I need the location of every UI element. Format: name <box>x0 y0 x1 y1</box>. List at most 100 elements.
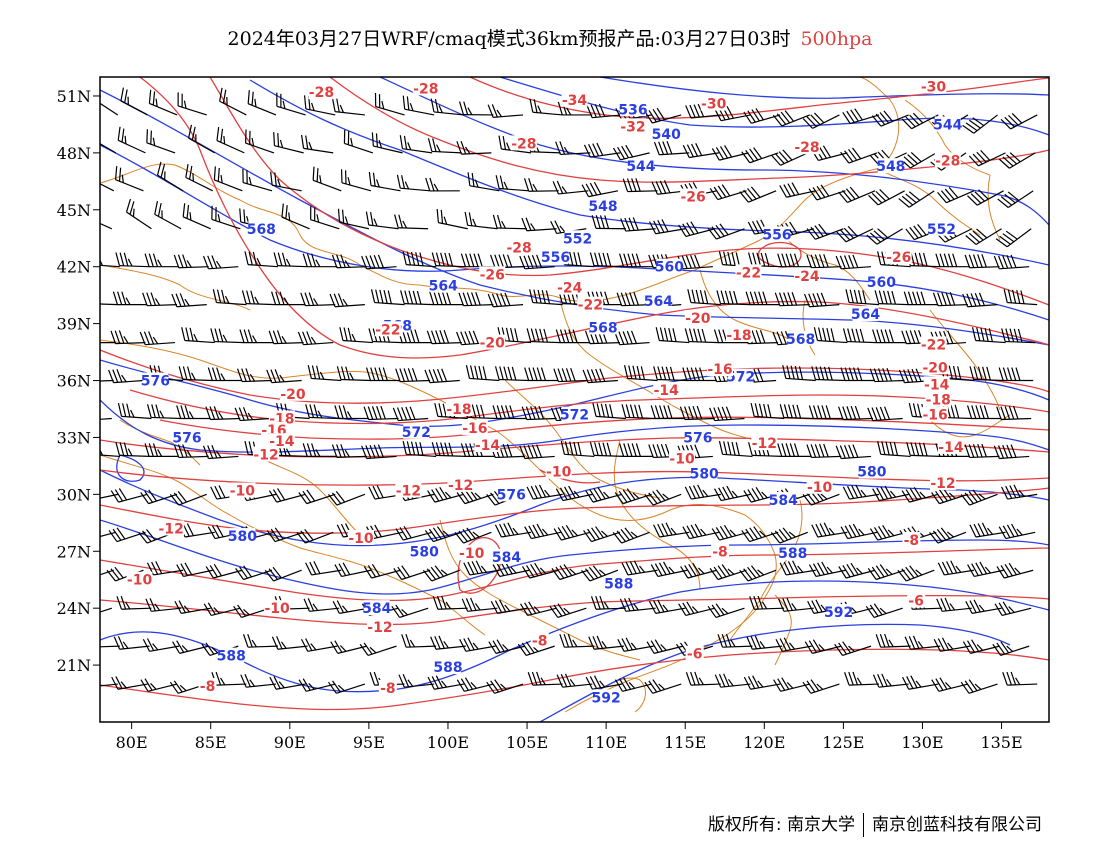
wind-barb <box>300 134 334 154</box>
temperature-label-bg <box>684 309 711 325</box>
temperature-label: -16 <box>922 408 947 424</box>
wind-barb <box>808 184 846 201</box>
temperature-label-bg <box>229 482 256 498</box>
height-label: 544 <box>626 159 655 175</box>
temperature-contour <box>100 547 1049 602</box>
wind-barb <box>932 292 968 307</box>
wind-barb <box>176 562 213 578</box>
wind-barb <box>998 367 1034 382</box>
wind-barb <box>363 405 399 421</box>
height-label: 568 <box>247 222 276 238</box>
temperature-label-bg <box>577 296 604 312</box>
wind-barb <box>529 98 563 116</box>
height-label-bg <box>858 463 885 479</box>
temperature-label-bg <box>685 645 704 661</box>
height-label-bg <box>561 406 588 422</box>
height-label-bg <box>684 429 711 445</box>
wind-barb <box>100 259 120 268</box>
wind-barb <box>271 291 306 306</box>
wind-barb <box>492 214 528 230</box>
wind-barb <box>173 444 209 459</box>
temperature-label: -22 <box>375 322 400 338</box>
wind-barb <box>549 603 587 619</box>
x-tick-label: 125E <box>822 733 864 752</box>
height-label: 540 <box>652 127 681 143</box>
wind-barb <box>142 638 180 652</box>
wind-barb <box>114 166 144 192</box>
wind-barb <box>682 367 717 382</box>
height-label: 584 <box>769 493 798 509</box>
wind-barb <box>148 89 178 116</box>
temperature-label-bg <box>620 118 647 134</box>
wind-barb <box>936 597 972 612</box>
copyright-footer: 版权所有: 南京大学 南京创蓝科技有限公司 <box>708 810 1042 837</box>
boundary-line <box>729 499 803 641</box>
temperature-label: -18 <box>726 328 751 344</box>
wind-barb <box>520 601 557 617</box>
temperature-label: -22 <box>736 265 761 281</box>
wind-barb <box>775 637 812 652</box>
temperature-label: -10 <box>459 546 485 562</box>
temperature-label: -12 <box>752 436 777 452</box>
wind-barb <box>1002 671 1038 686</box>
height-label-bg <box>363 600 390 616</box>
wind-barb <box>247 90 277 116</box>
temperature-label: -20 <box>685 311 711 327</box>
temperature-label-bg <box>806 478 833 494</box>
height-label-bg <box>787 330 814 346</box>
height-label-bg <box>403 423 430 439</box>
wind-barb <box>802 112 840 129</box>
wind-barb <box>498 135 532 154</box>
wind-barb <box>182 203 211 230</box>
wind-barb <box>300 292 336 307</box>
height-label-bg <box>770 492 797 508</box>
wind-barb <box>585 487 623 503</box>
height-contour <box>599 77 1049 99</box>
temperature-label-bg <box>260 421 287 437</box>
wind-barb <box>269 676 306 690</box>
wind-barb <box>806 254 842 269</box>
temperature-label: -14 <box>938 440 964 456</box>
wind-barb <box>937 560 975 576</box>
height-label-bg <box>248 220 275 236</box>
boundary-line <box>904 99 991 176</box>
wind-barb <box>100 569 115 576</box>
temperature-label: -26 <box>886 250 911 266</box>
wind-barb <box>619 253 654 268</box>
wind-barb <box>156 161 184 192</box>
wind-barb <box>519 254 555 270</box>
wind-barb <box>339 327 373 344</box>
height-label: 552 <box>563 231 592 247</box>
height-label-bg <box>763 226 790 242</box>
wind-barb <box>555 485 593 502</box>
wind-barb <box>340 169 372 192</box>
wind-barb <box>590 595 626 610</box>
temperature-label-bg <box>711 543 730 559</box>
height-label: 560 <box>867 275 896 291</box>
wind-barb <box>239 329 274 344</box>
wind-barb <box>392 406 429 422</box>
temperature-label-bg <box>545 463 572 479</box>
wind-barb <box>906 442 941 458</box>
wind-barb <box>240 674 277 688</box>
wind-barb <box>521 405 557 421</box>
wind-barb <box>644 107 682 124</box>
wind-barb <box>331 98 365 116</box>
wind-barb <box>212 289 247 306</box>
wind-barb <box>992 641 1030 656</box>
wind-barb <box>842 108 880 125</box>
wind-barb <box>398 674 435 688</box>
wind-barb <box>154 200 182 230</box>
wind-barb <box>495 175 530 192</box>
wind-barb <box>213 166 243 192</box>
wind-barb <box>310 206 340 230</box>
wind-barb <box>655 327 690 344</box>
temperature-contour <box>539 469 601 484</box>
wind-barb <box>519 444 555 460</box>
height-label: 572 <box>402 425 431 441</box>
x-tick-label: 135E <box>980 733 1022 752</box>
wind-barb <box>808 405 844 420</box>
wind-barb <box>427 138 462 154</box>
wind-barb <box>394 214 429 230</box>
temperature-label: -26 <box>680 190 705 206</box>
